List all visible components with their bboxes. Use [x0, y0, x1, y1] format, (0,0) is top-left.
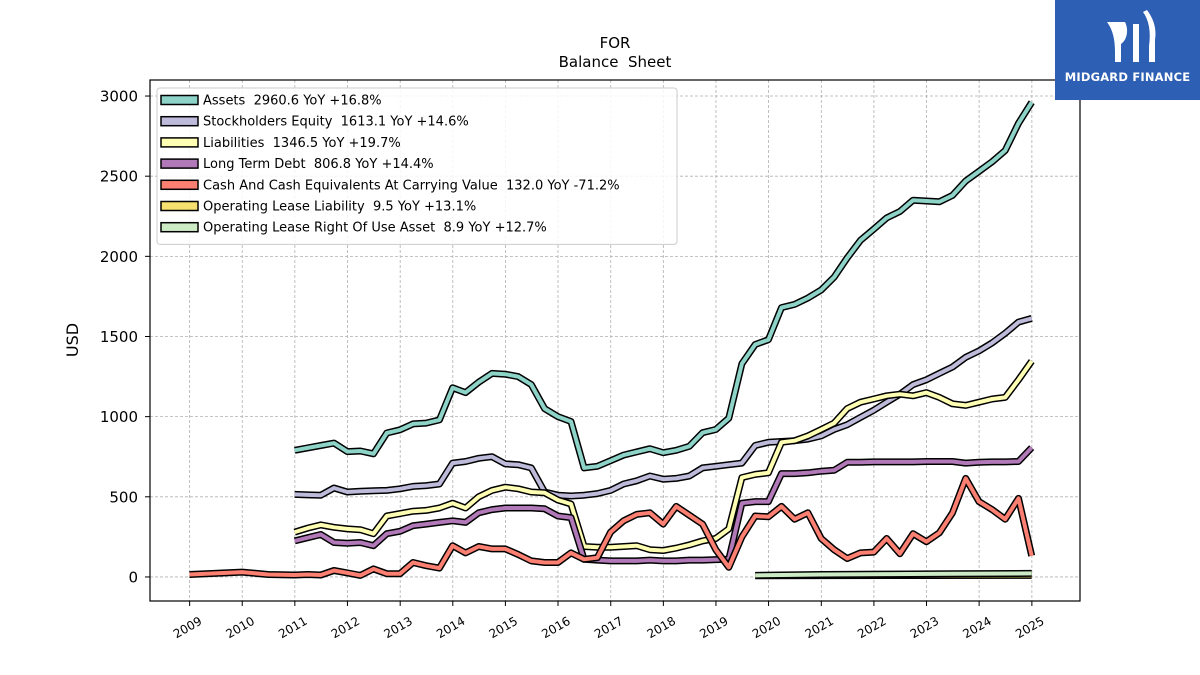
legend-swatch-5 — [160, 200, 199, 212]
x-tick-label: 2018 — [645, 614, 678, 641]
series-line-0 — [294, 101, 1034, 470]
legend-label-4: Cash And Cash Equivalents At Carrying Va… — [203, 178, 620, 193]
legend-swatch-6 — [160, 221, 199, 233]
y-tick-label: 500 — [109, 488, 138, 506]
x-tick-label: 2015 — [487, 614, 520, 641]
y-tick-label: 3000 — [100, 88, 138, 106]
legend-label-5: Operating Lease Liability 9.5 YoY +13.1% — [203, 200, 476, 215]
series-line-outline-3 — [293, 445, 1035, 565]
brand-logo: MIDGARD FINANCE — [1055, 0, 1200, 100]
chart-subtitle: Balance Sheet — [559, 53, 672, 71]
legend-label-1: Stockholders Equity 1613.1 YoY +14.6% — [203, 115, 469, 130]
y-tick-label: 0 — [128, 568, 138, 586]
legend-box — [156, 87, 678, 245]
x-tick-label: 2019 — [697, 614, 730, 641]
plot-series — [189, 100, 1036, 580]
series-line-1 — [294, 316, 1033, 498]
series-line-3 — [294, 446, 1034, 563]
y-tick-label: 1500 — [100, 328, 138, 346]
y-axis-label: USD — [63, 323, 82, 357]
x-tick-label: 2013 — [381, 614, 414, 641]
x-tick-label: 2017 — [592, 614, 625, 641]
y-tick-label: 1000 — [100, 408, 138, 426]
x-tick-label: 2025 — [1013, 614, 1046, 641]
x-tick-label: 2011 — [276, 614, 309, 641]
x-tick-label: 2021 — [803, 614, 836, 641]
legend-label-2: Liabilities 1346.5 YoY +19.7% — [203, 136, 401, 151]
legend-swatch-3 — [160, 158, 199, 169]
x-tick-label: 2014 — [434, 614, 467, 641]
x-tick-label: 2020 — [750, 614, 783, 641]
x-tick-label: 2010 — [224, 614, 257, 641]
series-line-2 — [294, 359, 1034, 553]
x-tick-label: 2022 — [855, 614, 888, 641]
legend-swatch-4 — [160, 179, 199, 191]
legend-label-3: Long Term Debt 806.8 YoY +14.4% — [203, 157, 434, 172]
x-tick-label: 2023 — [908, 614, 941, 641]
series-line-6 — [755, 571, 1032, 578]
legend-swatch-1 — [160, 115, 199, 127]
x-tick-label: 2012 — [329, 614, 362, 641]
y-tick-label: 2000 — [100, 248, 138, 266]
legend-swatch-2 — [160, 137, 199, 148]
legend: Assets 2960.6 YoY +16.8% Stockholders Equ… — [156, 87, 678, 245]
plot-frame — [149, 79, 1081, 602]
legend-label-6: Operating Lease Right Of Use Asset 8.9 Y… — [203, 221, 547, 236]
brand-mark-icon — [1107, 10, 1156, 62]
series-line-4 — [189, 476, 1034, 578]
x-tick-label: 2009 — [171, 614, 204, 641]
brand-name: MIDGARD FINANCE — [1064, 70, 1191, 84]
chart-title: FOR — [600, 34, 631, 52]
y-tick-label: 2500 — [100, 168, 138, 186]
x-tick-label: 2016 — [539, 614, 572, 641]
x-tick-label: 2024 — [960, 614, 993, 641]
legend-swatch-0 — [160, 94, 199, 106]
legend-label-0: Assets 2960.6 YoY +16.8% — [203, 94, 382, 109]
